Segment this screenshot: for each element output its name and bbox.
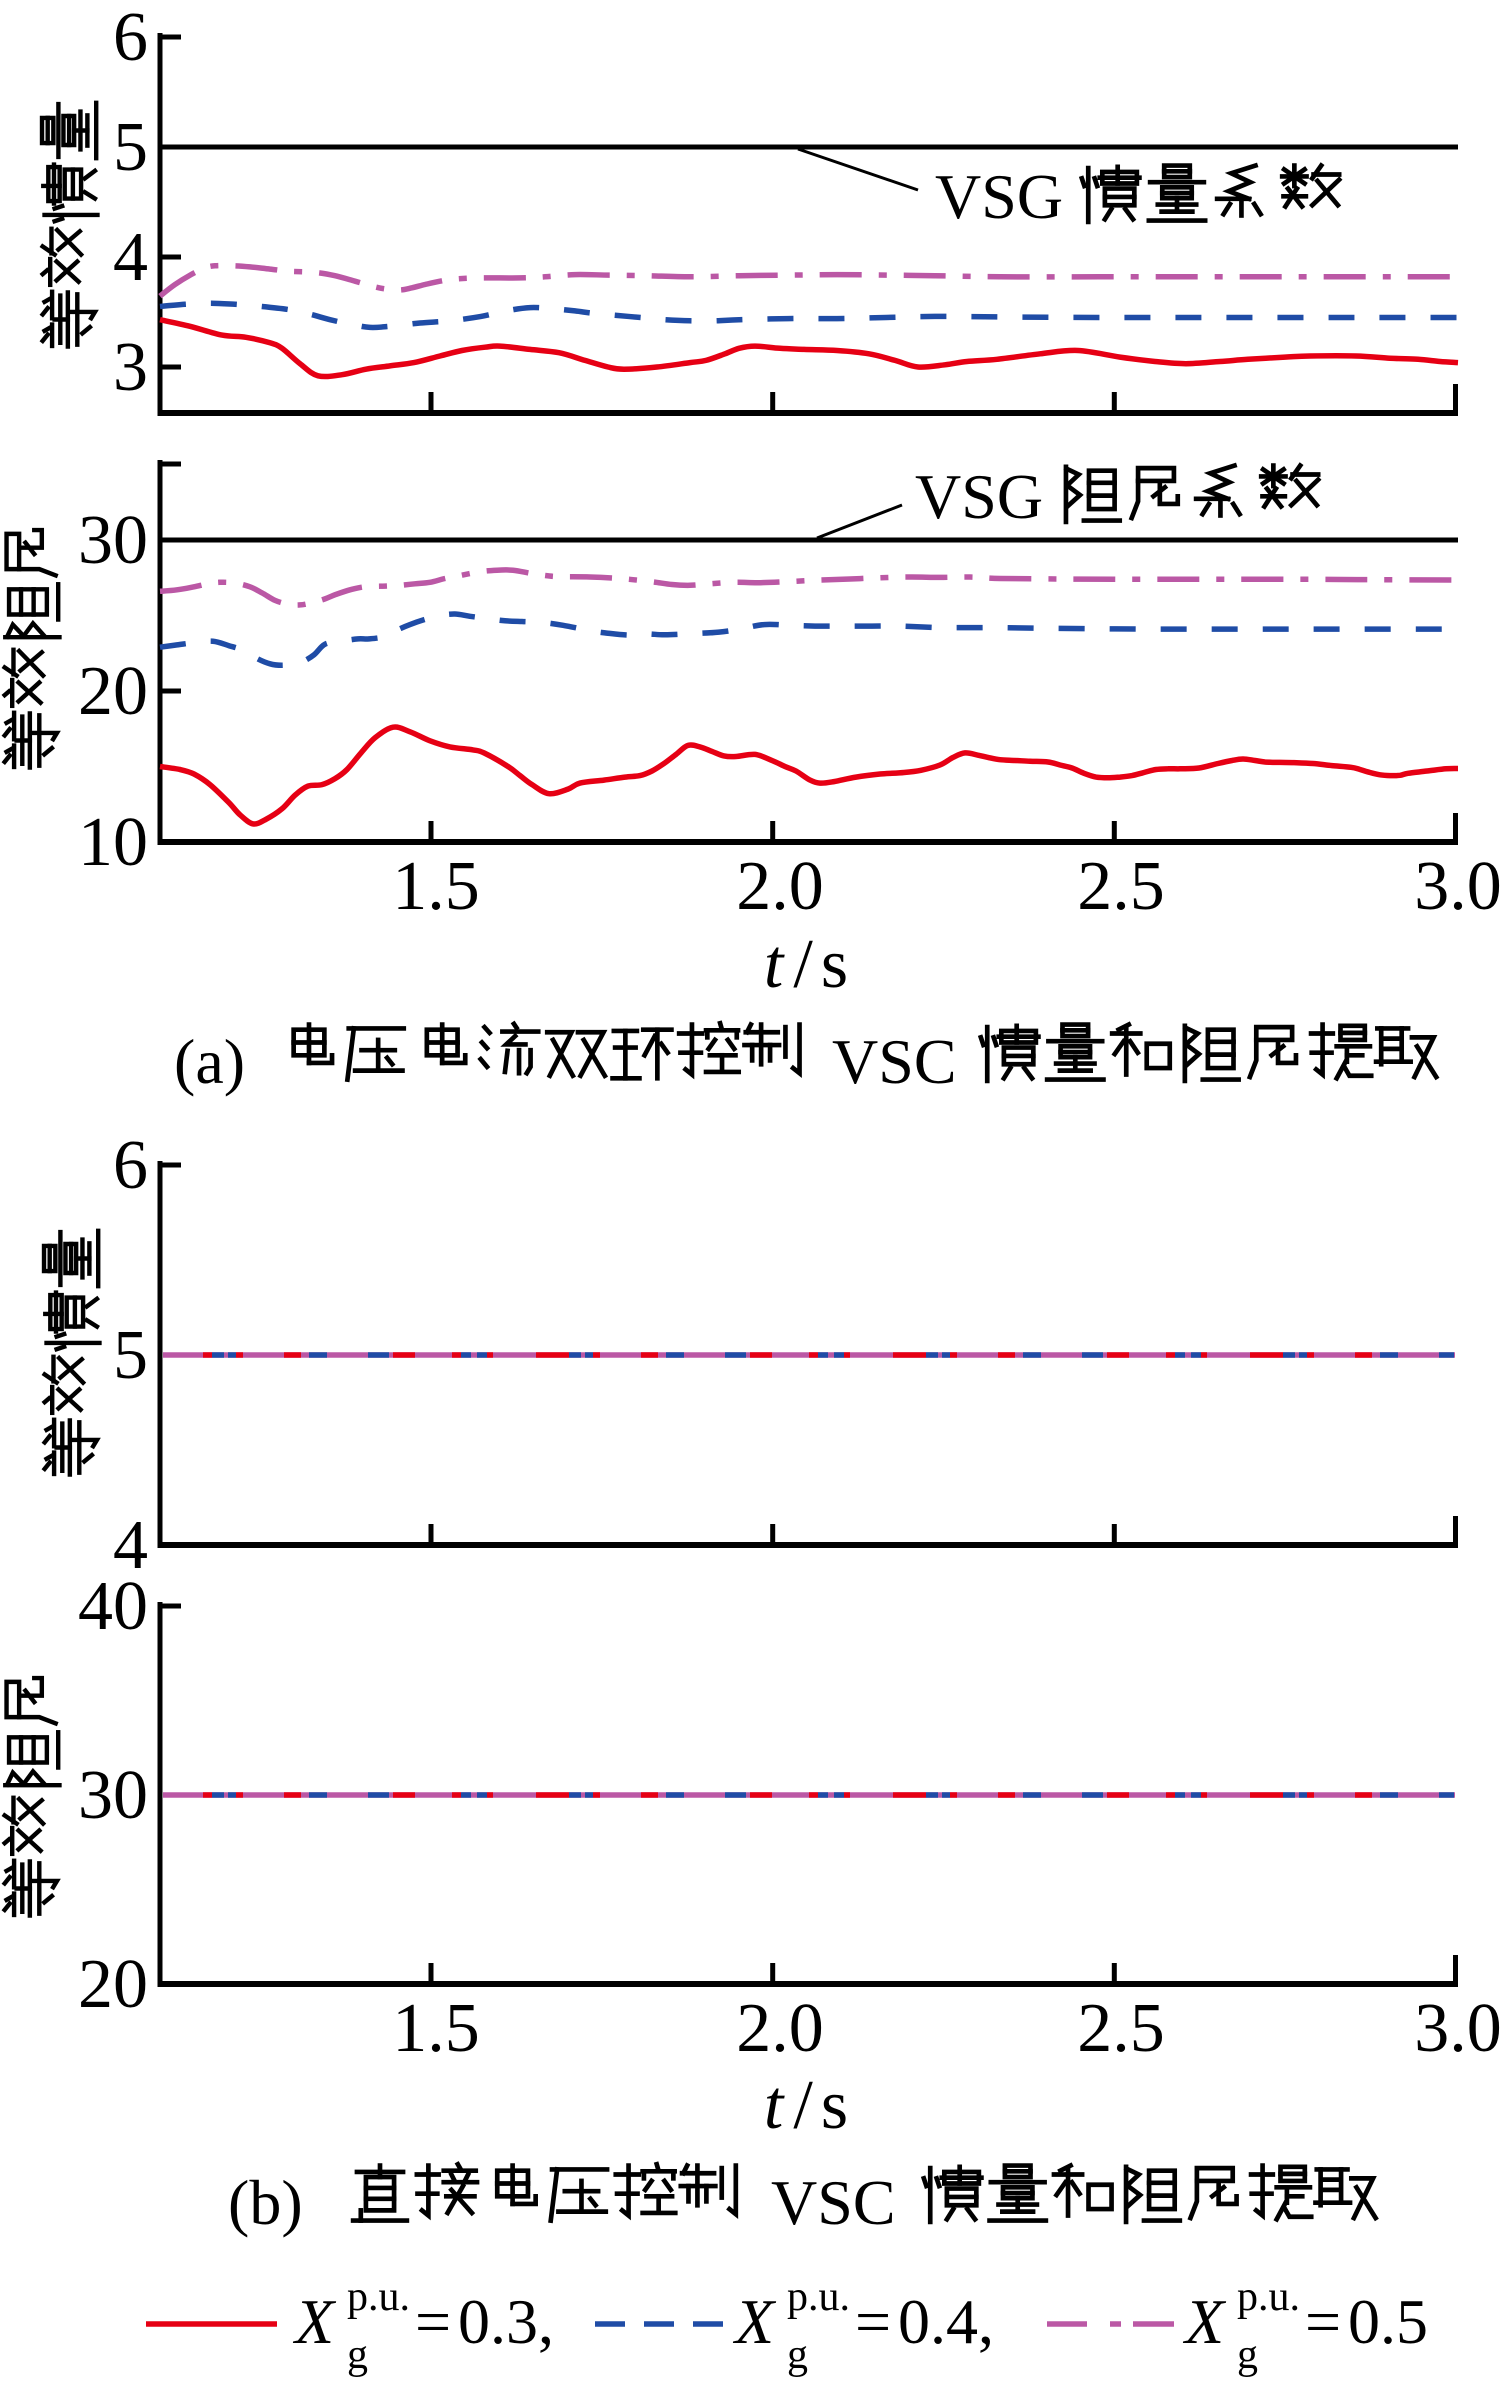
svg-text:0.4,: 0.4, — [898, 2286, 994, 2357]
svg-text:(b): (b) — [228, 2167, 303, 2238]
svg-text:p.u.: p.u. — [1237, 2274, 1300, 2320]
svg-text:3.0: 3.0 — [1414, 1990, 1500, 2067]
svg-text:X: X — [732, 2286, 777, 2357]
svg-text:20: 20 — [78, 653, 148, 730]
svg-text:=: = — [415, 2286, 451, 2357]
svg-text:30: 30 — [78, 1757, 148, 1834]
svg-text:VSC: VSC — [771, 2167, 896, 2238]
svg-text:t/s: t / s — [764, 926, 848, 1003]
svg-text:3.0: 3.0 — [1414, 848, 1500, 925]
svg-text:40: 40 — [78, 1568, 148, 1645]
svg-text:0.3,: 0.3, — [458, 2286, 554, 2357]
svg-text:6: 6 — [113, 1127, 148, 1204]
svg-text:2.0: 2.0 — [736, 1990, 824, 2067]
svg-text:g: g — [787, 2332, 808, 2377]
svg-text:2.0: 2.0 — [736, 848, 824, 925]
svg-text:20: 20 — [78, 1946, 148, 2023]
svg-text:4: 4 — [113, 1507, 148, 1584]
svg-text:5: 5 — [113, 109, 148, 186]
svg-text:t/s: t / s — [764, 2067, 848, 2144]
svg-text:4: 4 — [113, 219, 148, 296]
svg-text:g: g — [1237, 2332, 1258, 2377]
svg-text:=: = — [855, 2286, 891, 2357]
svg-text:6: 6 — [113, 0, 148, 76]
svg-text:2.5: 2.5 — [1077, 1990, 1165, 2067]
svg-text:0.5: 0.5 — [1348, 2286, 1428, 2357]
svg-text:30: 30 — [78, 502, 148, 579]
svg-text:1.5: 1.5 — [392, 848, 480, 925]
svg-text:2.5: 2.5 — [1077, 848, 1165, 925]
svg-text:5: 5 — [113, 1317, 148, 1394]
svg-text:(a): (a) — [174, 1026, 245, 1097]
svg-text:VSG: VSG — [915, 461, 1043, 532]
svg-text:3: 3 — [113, 329, 148, 406]
svg-text:X: X — [292, 2286, 337, 2357]
svg-text:p.u.: p.u. — [347, 2274, 410, 2320]
svg-text:10: 10 — [78, 804, 148, 881]
svg-text:g: g — [347, 2332, 368, 2377]
svg-text:VSG: VSG — [935, 161, 1063, 232]
svg-text:=: = — [1305, 2286, 1341, 2357]
svg-text:p.u.: p.u. — [787, 2274, 850, 2320]
svg-text:X: X — [1182, 2286, 1227, 2357]
svg-text:1.5: 1.5 — [392, 1990, 480, 2067]
svg-text:VSC: VSC — [832, 1026, 957, 1097]
